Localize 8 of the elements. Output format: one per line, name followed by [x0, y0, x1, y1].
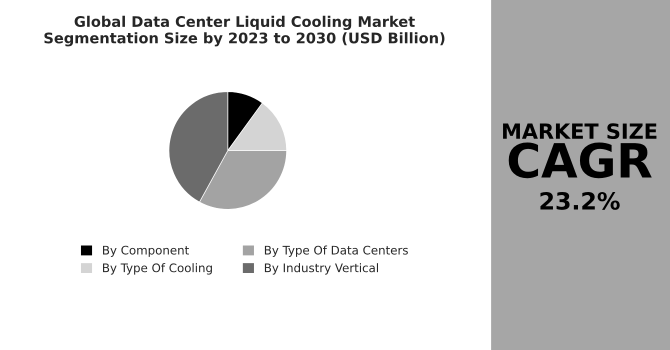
- chart-title: Global Data Center Liquid Cooling Market Segmentation Size by 2023 to 2030 (USD Billion): [44, 16, 444, 46]
- text: 23.2%: [540, 192, 620, 210]
- text: MARKET SIZE: [503, 123, 656, 140]
- legend-label: By Type Of Cooling: [103, 263, 212, 275]
- legend-label: By Component: [103, 246, 189, 257]
- legend-label: By Type Of Data Centers: [264, 245, 408, 257]
- text: CAGR: [508, 142, 652, 178]
- legend-label: By Industry Vertical: [264, 263, 378, 275]
